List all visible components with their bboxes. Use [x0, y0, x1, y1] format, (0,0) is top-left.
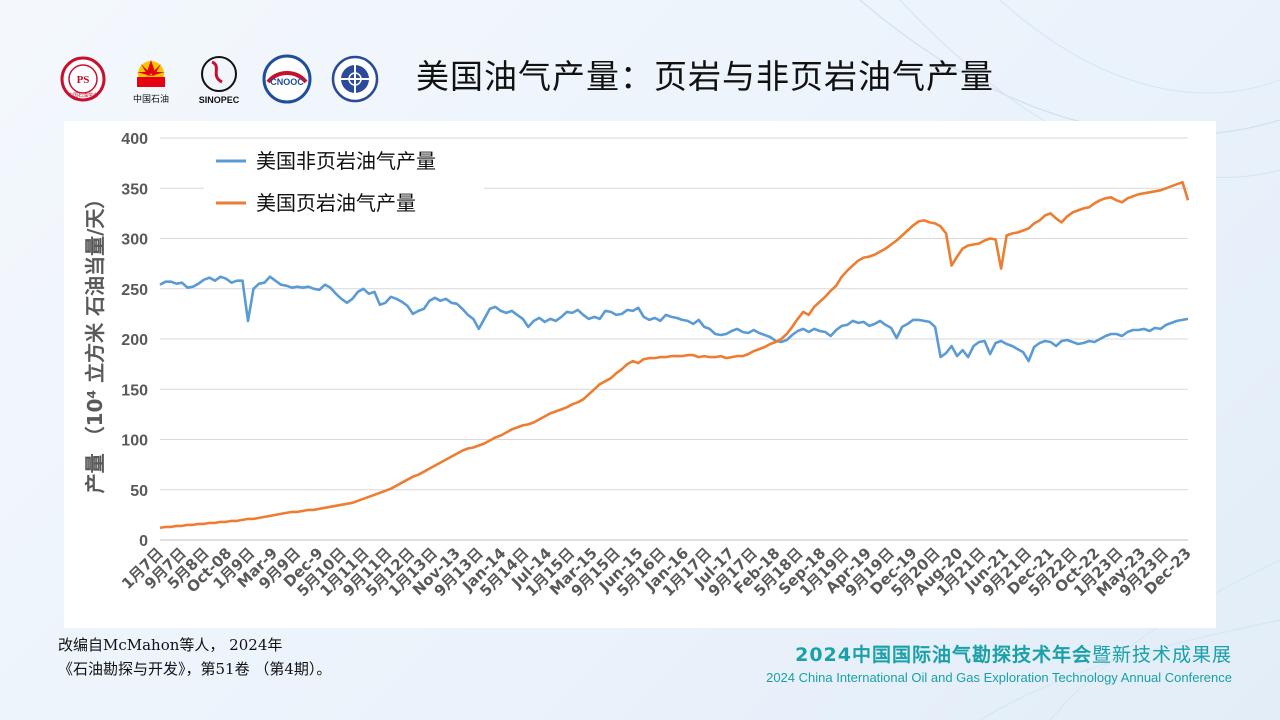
- sinopec-logo-icon: SINOPEC: [192, 52, 246, 106]
- cnooc-logo-icon: CNOOC: [260, 52, 314, 106]
- petrochina-logo-icon: 中国石油: [124, 52, 178, 106]
- source-line-2: 《石油勘探与开发》，第51卷 （第4期）。: [58, 660, 332, 678]
- society-logo-icon: [328, 52, 382, 106]
- logo-bar: PS 中国石油学会 中国石油 SINOPEC CNOOC: [56, 48, 382, 110]
- conference-title-en: 2024 China International Oil and Gas Exp…: [766, 670, 1232, 685]
- y-tick-label: 300: [121, 232, 148, 249]
- svg-text:CNOOC: CNOOC: [270, 77, 304, 87]
- y-tick-label: 250: [121, 282, 148, 299]
- y-tick-label: 50: [130, 483, 148, 500]
- y-tick-label: 100: [121, 433, 148, 450]
- source-citation: 改编自McMahon等人， 2024年 《石油勘探与开发》，第51卷 （第4期）…: [58, 633, 331, 681]
- svg-text:中国石油: 中国石油: [133, 93, 169, 105]
- cpsf-logo-icon: PS 中国石油学会: [56, 52, 110, 106]
- svg-text:中国石油学会: 中国石油学会: [68, 92, 98, 99]
- conference-banner: 2024中国国际油气勘探技术年会暨新技术成果展 2024 China Inter…: [766, 640, 1232, 685]
- y-tick-label: 150: [121, 382, 148, 399]
- series-line-non-shale: [159, 275, 1189, 363]
- y-axis-label: 产量 （10⁴ 立方米 石油当量/天）: [83, 189, 107, 494]
- series-line-shale: [159, 180, 1190, 530]
- conference-subtitle-cn: 暨新技术成果展: [1091, 644, 1232, 666]
- legend-label: 美国非页岩油气产量: [256, 149, 436, 173]
- chart-container: 0 50 100 150 200 250 300 350 400 1月7日 9月7日 5月8日 Oct…: [64, 121, 1216, 628]
- y-tick-label: 400: [121, 131, 148, 148]
- svg-text:SINOPEC: SINOPEC: [199, 95, 240, 105]
- svg-text:PS: PS: [77, 74, 90, 86]
- conference-title-cn: 2024中国国际油气勘探技术年会: [795, 644, 1092, 666]
- slide-title: 美国油气产量：页岩与非页岩油气产量: [416, 57, 994, 96]
- source-line-1: 改编自McMahon等人， 2024年: [58, 636, 283, 654]
- legend-label: 美国页岩油气产量: [256, 191, 416, 215]
- legend-background: [204, 141, 484, 223]
- y-tick-label: 0: [139, 533, 148, 550]
- y-tick-label: 350: [121, 181, 148, 198]
- y-tick-label: 200: [121, 332, 148, 349]
